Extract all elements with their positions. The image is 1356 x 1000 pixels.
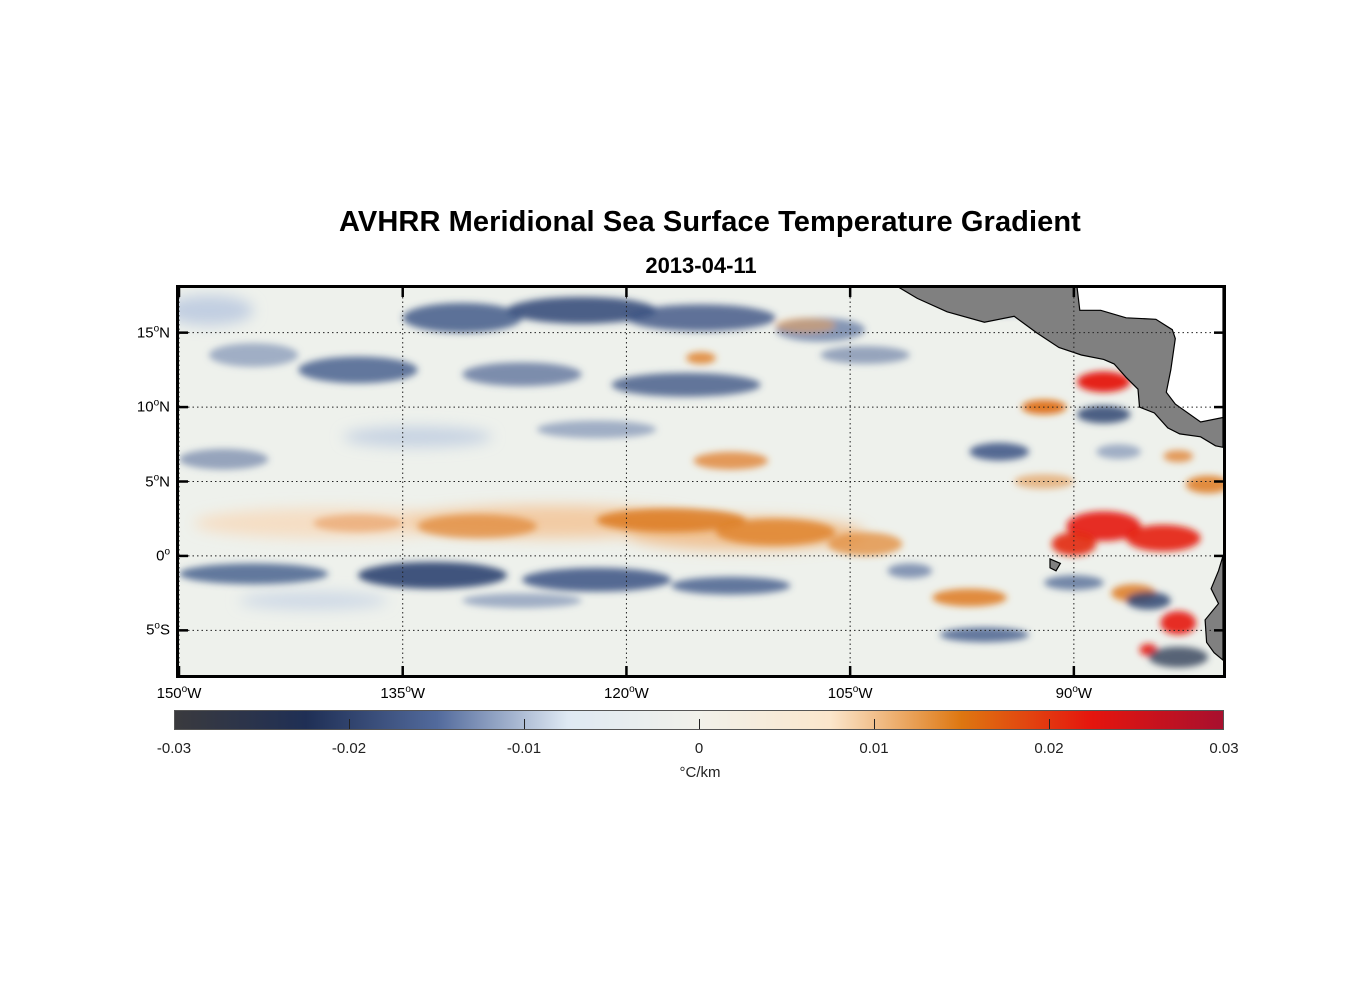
colorbar-tick [1049, 719, 1050, 729]
lon-tick-label: 90oW [1055, 684, 1093, 702]
colorbar-tick [699, 719, 700, 729]
colorbar-tick-label: -0.01 [506, 740, 542, 757]
lat-tick-label: 15oN [136, 323, 170, 342]
map-panel[interactable] [176, 285, 1226, 678]
colorbar-tick-label: -0.03 [156, 740, 192, 757]
colorbar-tick-label: 0.01 [859, 740, 889, 757]
lon-tick-label: 150oW [156, 684, 202, 702]
lat-tick-label: 0o [156, 546, 170, 565]
colorbar-tick-label: -0.02 [331, 740, 367, 757]
chart-subtitle: 2013-04-11 [645, 253, 757, 278]
colorbar-tick-label: 0 [694, 740, 704, 757]
lat-tick-label: 5oN [145, 472, 170, 490]
colorbar-tick [524, 719, 525, 729]
colorbar-tick [874, 719, 875, 729]
sst-gradient-map[interactable] [179, 288, 1223, 675]
lat-tick-label: 5oS [146, 620, 170, 639]
colorbar-tick [349, 719, 350, 729]
colorbar-unit-label: °C/km [679, 764, 721, 781]
colorbar-tick-label: 0.03 [1209, 740, 1239, 757]
lon-tick-label: 120oW [604, 684, 649, 702]
lat-tick-label: 10oN [136, 397, 170, 416]
lon-tick-label: 135oW [380, 684, 426, 702]
chart-title: AVHRR Meridional Sea Surface Temperature… [339, 206, 1081, 238]
lon-tick-label: 105oW [827, 684, 873, 702]
colorbar-tick-label: 0.02 [1034, 740, 1064, 757]
